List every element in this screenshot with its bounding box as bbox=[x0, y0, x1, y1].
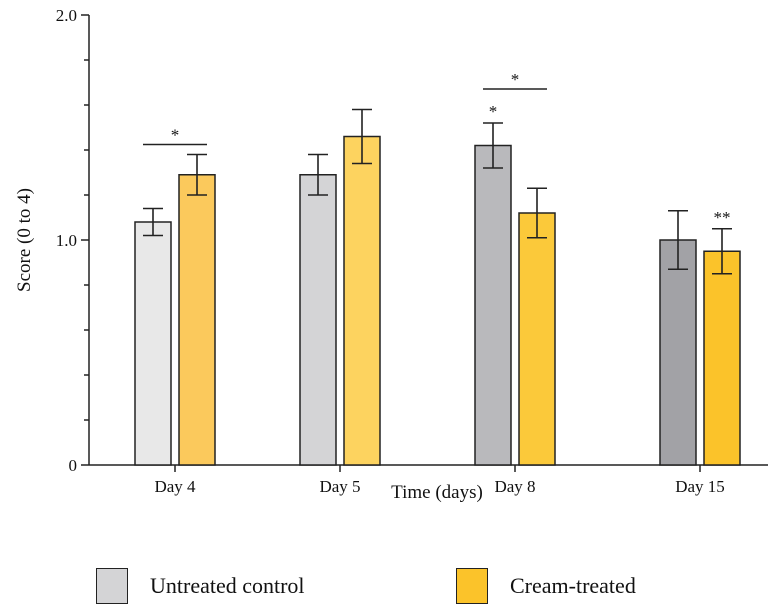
x-ticks: Day 4 Day 5 Day 8 Day 15 bbox=[154, 465, 725, 496]
bar-untreated bbox=[134, 221, 172, 466]
legend-label-untreated: Untreated control bbox=[150, 573, 305, 598]
error-bars bbox=[143, 108, 732, 275]
bar-untreated bbox=[659, 239, 697, 466]
legend-item-untreated: Untreated control bbox=[96, 566, 305, 606]
y-tick-label: 0 bbox=[69, 456, 78, 475]
legend-label-cream: Cream-treated bbox=[510, 573, 636, 598]
x-tick-label: Day 4 bbox=[154, 477, 196, 496]
y-ticks: 0 1.0 2.0 bbox=[56, 6, 89, 475]
y-axis: 0 1.0 2.0 bbox=[56, 6, 90, 475]
bar-chart: 01.02.0 Day 4 Day 5 Day 8 Day 15 ***** Time… bbox=[14, 6, 768, 503]
bar-cream-treated bbox=[703, 250, 741, 466]
comparison-marker: * bbox=[171, 126, 180, 145]
y-tick-label: 1.0 bbox=[56, 231, 77, 250]
x-tick-label: Day 5 bbox=[319, 477, 360, 496]
x-tick-label: Day 8 bbox=[494, 477, 535, 496]
significance-markers: ***** bbox=[143, 70, 731, 227]
bar-untreated bbox=[474, 144, 512, 466]
legend-item-cream: Cream-treated bbox=[456, 566, 636, 606]
x-tick-label: Day 15 bbox=[675, 477, 725, 496]
bar-untreated bbox=[299, 174, 337, 466]
bar-cream-treated bbox=[518, 212, 556, 466]
y-tick-label: 2.0 bbox=[56, 6, 77, 25]
bar-cream-treated bbox=[343, 135, 381, 466]
x-axis-title: Time (days) bbox=[391, 482, 483, 503]
bars bbox=[134, 135, 741, 466]
comparison-marker: * bbox=[511, 70, 520, 89]
bar-significance-marker: * bbox=[489, 102, 498, 121]
bar-cream-treated bbox=[178, 174, 216, 466]
legend-swatch-untreated bbox=[96, 568, 128, 604]
y-axis-title: Score (0 to 4) bbox=[14, 188, 35, 292]
bar-significance-marker: ** bbox=[714, 208, 731, 227]
legend-swatch-cream bbox=[456, 568, 488, 604]
legend: Untreated control Cream-treated bbox=[96, 566, 736, 606]
